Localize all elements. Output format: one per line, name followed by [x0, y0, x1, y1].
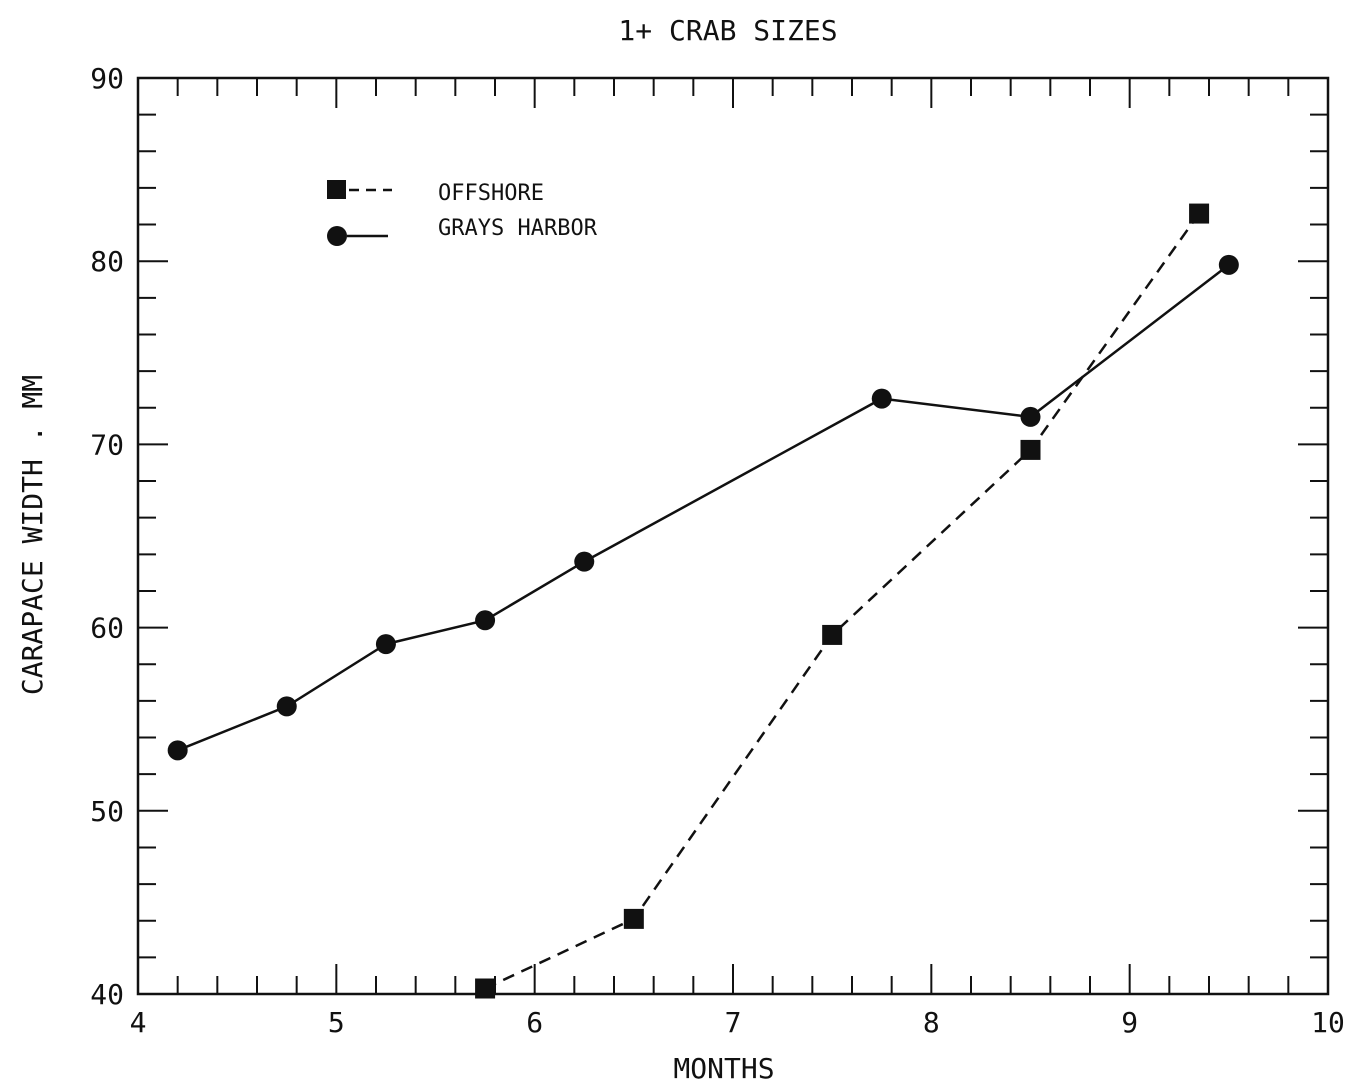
series-line-grays-harbor — [177, 263, 1230, 752]
y-tick-label: 90 — [90, 62, 124, 95]
data-point-offshore — [475, 978, 496, 999]
data-point-offshore — [1189, 203, 1210, 224]
data-point-grays-harbor — [871, 388, 892, 409]
x-tick-label: 9 — [1121, 1006, 1138, 1039]
legend: OFFSHORE GRAYS HARBOR — [327, 180, 598, 246]
series-layer — [167, 203, 1239, 999]
chart-title: 1+ CRAB SIZES — [618, 14, 837, 47]
axis-ticks — [138, 78, 1328, 994]
x-tick-label: 5 — [328, 1006, 345, 1039]
y-tick-label: 40 — [90, 978, 124, 1011]
data-point-grays-harbor — [1218, 254, 1239, 275]
data-point-grays-harbor — [475, 610, 496, 631]
x-tick-label: 8 — [923, 1006, 940, 1039]
x-tick-label: 10 — [1311, 1006, 1345, 1039]
data-point-grays-harbor — [574, 551, 595, 572]
legend-grays-harbor-marker — [327, 226, 347, 246]
x-tick-label: 4 — [130, 1006, 147, 1039]
y-tick-label: 50 — [90, 795, 124, 828]
y-axis-title: CARAPACE WIDTH . MM — [16, 375, 49, 695]
x-tick-label: 6 — [526, 1006, 543, 1039]
y-tick-label: 70 — [90, 428, 124, 461]
data-point-grays-harbor — [167, 740, 188, 761]
plot-frame — [136, 76, 1330, 996]
data-point-offshore — [1020, 439, 1041, 460]
series-line-offshore — [484, 212, 1201, 990]
legend-offshore-label: OFFSHORE — [438, 181, 544, 206]
data-point-grays-harbor — [276, 696, 297, 717]
data-point-offshore — [623, 908, 644, 929]
data-point-grays-harbor — [1020, 406, 1041, 427]
legend-offshore-marker — [327, 180, 346, 199]
axis-tick-labels: 4 5 6 7 8 9 10 40 50 60 70 80 90 — [90, 62, 1345, 1039]
x-axis-title: MONTHS — [673, 1052, 774, 1085]
y-tick-label: 60 — [90, 612, 124, 645]
y-tick-label: 80 — [90, 245, 124, 278]
data-point-grays-harbor — [375, 634, 396, 655]
data-point-offshore — [822, 624, 843, 645]
legend-grays-harbor-label: GRAYS HARBOR — [438, 216, 598, 241]
x-tick-label: 7 — [725, 1006, 742, 1039]
